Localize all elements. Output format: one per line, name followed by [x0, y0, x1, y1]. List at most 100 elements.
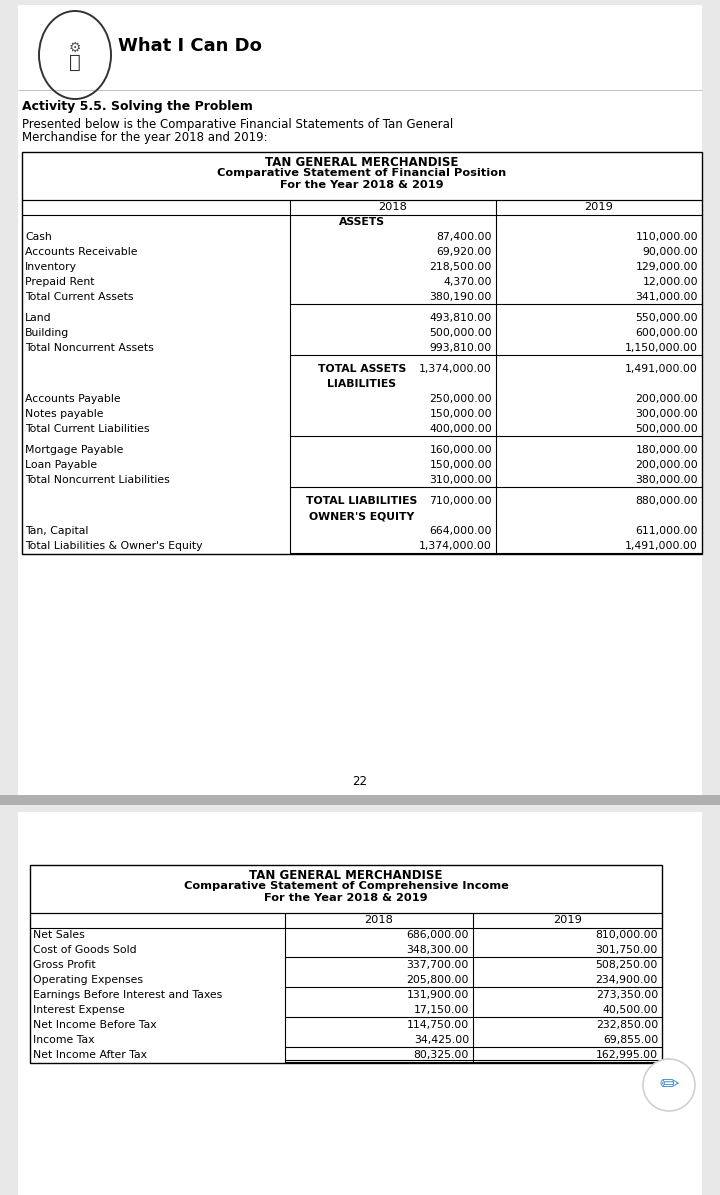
Bar: [22, 245, 702, 261]
Bar: [22, 523, 702, 539]
Text: 80,325.00: 80,325.00: [413, 1050, 469, 1060]
Text: 200,000.00: 200,000.00: [635, 394, 698, 404]
Text: OWNER'S EQUITY: OWNER'S EQUITY: [310, 511, 415, 521]
Text: Operating Expenses: Operating Expenses: [33, 975, 143, 985]
Text: 686,000.00: 686,000.00: [407, 930, 469, 940]
Text: 500,000.00: 500,000.00: [429, 327, 492, 338]
Text: Net Income Before Tax: Net Income Before Tax: [33, 1021, 157, 1030]
Text: Income Tax: Income Tax: [33, 1035, 94, 1044]
Bar: [18, 5, 702, 795]
Text: 611,000.00: 611,000.00: [636, 526, 698, 537]
Text: TOTAL ASSETS: TOTAL ASSETS: [318, 364, 406, 374]
Text: Notes payable: Notes payable: [25, 409, 104, 419]
Text: 218,500.00: 218,500.00: [430, 262, 492, 272]
Text: 550,000.00: 550,000.00: [635, 313, 698, 323]
Text: 301,750.00: 301,750.00: [595, 945, 658, 955]
Bar: [30, 1032, 662, 1048]
Text: 600,000.00: 600,000.00: [635, 327, 698, 338]
Text: 131,900.00: 131,900.00: [407, 989, 469, 1000]
Bar: [30, 973, 662, 988]
Bar: [22, 392, 702, 407]
Bar: [0, 795, 720, 805]
Text: Cost of Goods Sold: Cost of Goods Sold: [33, 945, 137, 955]
Text: 300,000.00: 300,000.00: [635, 409, 698, 419]
Text: 400,000.00: 400,000.00: [429, 424, 492, 434]
Text: 234,900.00: 234,900.00: [595, 975, 658, 985]
Text: 310,000.00: 310,000.00: [429, 474, 492, 485]
Bar: [22, 229, 702, 245]
Bar: [22, 311, 702, 326]
Bar: [30, 1003, 662, 1018]
Text: 69,920.00: 69,920.00: [436, 247, 492, 257]
Text: 180,000.00: 180,000.00: [635, 445, 698, 455]
Bar: [30, 1018, 662, 1032]
Text: 2019: 2019: [585, 202, 613, 212]
Bar: [22, 152, 702, 554]
Text: Building: Building: [25, 327, 69, 338]
Bar: [30, 865, 662, 929]
Bar: [22, 494, 702, 509]
Bar: [22, 473, 702, 488]
Text: Cash: Cash: [25, 232, 52, 243]
Text: 508,250.00: 508,250.00: [595, 960, 658, 970]
Bar: [30, 1048, 662, 1064]
Text: LIABILITIES: LIABILITIES: [328, 379, 397, 390]
Text: 2018: 2018: [379, 202, 408, 212]
Bar: [22, 261, 702, 275]
Text: Comparative Statement of Financial Position: Comparative Statement of Financial Posit…: [217, 168, 507, 178]
Text: Net Income After Tax: Net Income After Tax: [33, 1050, 147, 1060]
Bar: [30, 865, 662, 1064]
Text: 17,150.00: 17,150.00: [413, 1005, 469, 1015]
Text: Loan Payable: Loan Payable: [25, 460, 97, 470]
Text: 273,350.00: 273,350.00: [595, 989, 658, 1000]
Text: 129,000.00: 129,000.00: [636, 262, 698, 272]
Text: 69,855.00: 69,855.00: [603, 1035, 658, 1044]
Bar: [22, 443, 702, 458]
Bar: [22, 376, 702, 392]
Text: TOTAL LIABILITIES: TOTAL LIABILITIES: [307, 496, 418, 505]
Text: Prepaid Rent: Prepaid Rent: [25, 277, 94, 287]
Bar: [22, 362, 702, 376]
Text: Earnings Before Interest and Taxes: Earnings Before Interest and Taxes: [33, 989, 222, 1000]
Text: 348,300.00: 348,300.00: [407, 945, 469, 955]
Text: For the Year 2018 & 2019: For the Year 2018 & 2019: [264, 893, 428, 903]
Bar: [30, 929, 662, 943]
Text: For the Year 2018 & 2019: For the Year 2018 & 2019: [280, 180, 444, 190]
Text: Activity 5.5. Solving the Problem: Activity 5.5. Solving the Problem: [22, 100, 253, 114]
Text: 114,750.00: 114,750.00: [407, 1021, 469, 1030]
Text: Total Noncurrent Assets: Total Noncurrent Assets: [25, 343, 154, 353]
Text: Inventory: Inventory: [25, 262, 77, 272]
Text: 110,000.00: 110,000.00: [635, 232, 698, 243]
Text: Merchandise for the year 2018 and 2019:: Merchandise for the year 2018 and 2019:: [22, 131, 268, 145]
Text: Total Noncurrent Liabilities: Total Noncurrent Liabilities: [25, 474, 170, 485]
Text: 34,425.00: 34,425.00: [414, 1035, 469, 1044]
Text: ASSETS: ASSETS: [339, 217, 385, 227]
Text: 880,000.00: 880,000.00: [635, 496, 698, 505]
Text: 1,374,000.00: 1,374,000.00: [419, 364, 492, 374]
Bar: [22, 422, 702, 437]
Text: 2018: 2018: [364, 915, 393, 925]
Text: 200,000.00: 200,000.00: [635, 460, 698, 470]
Bar: [22, 509, 702, 523]
Bar: [30, 958, 662, 973]
Text: 2019: 2019: [553, 915, 582, 925]
Bar: [30, 988, 662, 1003]
Bar: [22, 326, 702, 341]
Text: 710,000.00: 710,000.00: [429, 496, 492, 505]
Text: Total Current Assets: Total Current Assets: [25, 292, 133, 302]
Text: Total Current Liabilities: Total Current Liabilities: [25, 424, 150, 434]
Text: 162,995.00: 162,995.00: [596, 1050, 658, 1060]
Bar: [22, 290, 702, 305]
Text: Gross Profit: Gross Profit: [33, 960, 96, 970]
Text: 250,000.00: 250,000.00: [429, 394, 492, 404]
Bar: [22, 275, 702, 290]
Text: 380,000.00: 380,000.00: [635, 474, 698, 485]
Text: Comparative Statement of Comprehensive Income: Comparative Statement of Comprehensive I…: [184, 881, 508, 891]
Text: 232,850.00: 232,850.00: [595, 1021, 658, 1030]
Text: 1,150,000.00: 1,150,000.00: [625, 343, 698, 353]
Text: 160,000.00: 160,000.00: [429, 445, 492, 455]
Text: 87,400.00: 87,400.00: [436, 232, 492, 243]
Text: 4,370.00: 4,370.00: [444, 277, 492, 287]
Text: 22: 22: [353, 776, 367, 788]
Bar: [30, 943, 662, 958]
